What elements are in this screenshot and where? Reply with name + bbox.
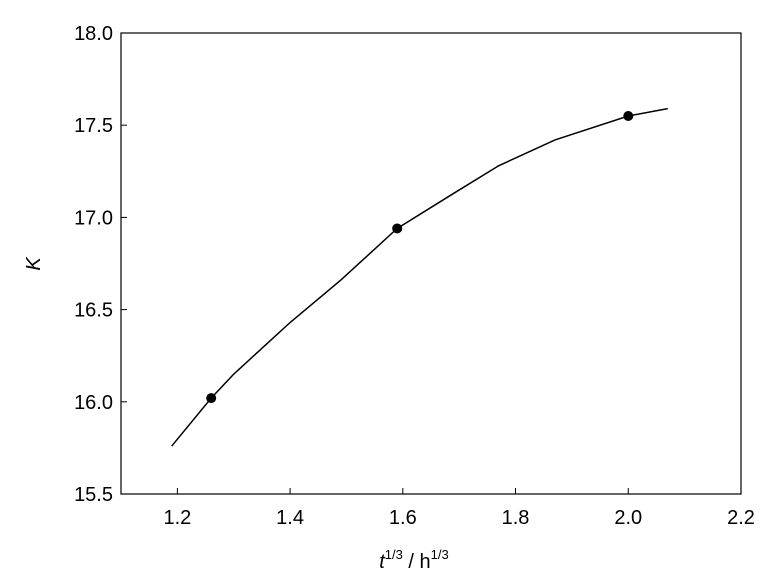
- y-tick-label: 17.5: [74, 115, 113, 137]
- y-axis-label: K: [23, 256, 45, 271]
- y-tick-label: 17.0: [74, 207, 113, 229]
- x-tick-label: 1.6: [389, 507, 417, 529]
- y-tick-label: 16.5: [74, 300, 113, 322]
- x-tick-label: 1.4: [276, 507, 304, 529]
- y-tick-label: 15.5: [74, 484, 113, 506]
- x-label-part: 1/3: [385, 547, 403, 562]
- x-tick-label: 1.2: [163, 507, 191, 529]
- data-point: [623, 110, 634, 121]
- plot-frame: [120, 32, 742, 495]
- x-axis-label: t1/3 / h1/3: [379, 547, 449, 573]
- x-tick-label: 2.0: [614, 507, 642, 529]
- x-label-part: t: [379, 551, 386, 573]
- x-tick-label: 1.8: [502, 507, 530, 529]
- y-tick-label: 16.0: [74, 392, 113, 414]
- data-point: [392, 223, 403, 234]
- fit-line: [171, 107, 668, 447]
- y-tick-label: 18.0: [74, 23, 113, 45]
- x-label-part: 1/3: [431, 547, 449, 562]
- x-label-part: / h: [403, 551, 431, 573]
- data-point: [206, 393, 217, 404]
- x-tick-label: 2.2: [727, 507, 755, 529]
